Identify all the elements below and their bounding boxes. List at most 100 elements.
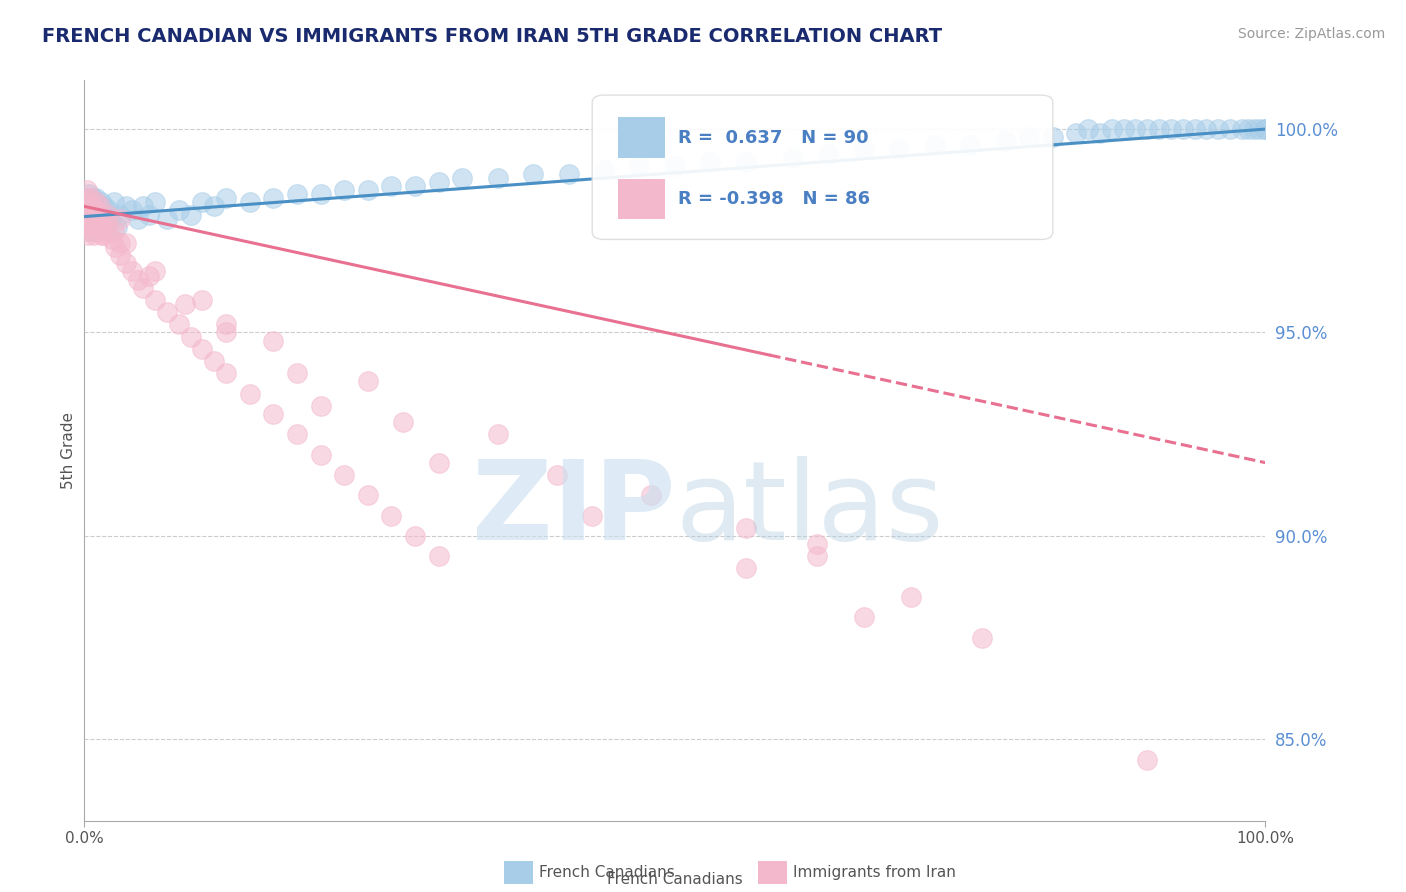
Point — [97, 207, 120, 221]
Point — [427, 456, 450, 470]
Point — [80, 224, 103, 238]
Point — [285, 366, 308, 380]
Point — [357, 183, 380, 197]
Point — [84, 203, 107, 218]
Point — [132, 199, 155, 213]
Point — [97, 224, 120, 238]
Point — [1101, 122, 1123, 136]
Point — [127, 272, 149, 286]
Text: Source: ZipAtlas.com: Source: ZipAtlas.com — [1237, 27, 1385, 41]
Bar — [758, 862, 787, 884]
Point — [1230, 122, 1253, 136]
Text: R = -0.398   N = 86: R = -0.398 N = 86 — [679, 190, 870, 208]
Point — [852, 610, 875, 624]
Point — [114, 235, 136, 250]
Point — [77, 187, 100, 202]
Point — [75, 211, 97, 226]
Point — [167, 318, 190, 332]
Point — [1125, 122, 1147, 136]
Point — [94, 216, 117, 230]
Point — [82, 219, 104, 234]
Bar — [619, 178, 665, 219]
Point — [91, 219, 114, 234]
Point — [1136, 753, 1159, 767]
Point — [91, 219, 114, 234]
Point — [114, 199, 136, 213]
Point — [80, 203, 103, 218]
Point — [143, 264, 166, 278]
Point — [79, 216, 101, 230]
Point — [80, 224, 103, 238]
Point — [1077, 122, 1099, 136]
Point — [75, 207, 97, 221]
Point — [98, 211, 121, 226]
Point — [121, 203, 143, 218]
Point — [191, 342, 214, 356]
Point — [357, 488, 380, 502]
Point — [734, 154, 756, 169]
Text: atlas: atlas — [675, 456, 943, 563]
Point — [889, 143, 911, 157]
Point — [392, 415, 415, 429]
Point — [970, 631, 993, 645]
Text: French Canadians: French Canadians — [538, 865, 675, 880]
Point — [79, 211, 101, 226]
Point — [82, 211, 104, 226]
Point — [83, 219, 105, 234]
Point — [959, 138, 981, 153]
Point — [90, 195, 112, 210]
Point — [215, 326, 238, 340]
Point — [215, 366, 238, 380]
Point — [82, 191, 104, 205]
Point — [806, 549, 828, 564]
Point — [108, 248, 131, 262]
Point — [77, 195, 100, 210]
Point — [333, 467, 356, 482]
Point — [1160, 122, 1182, 136]
Point — [664, 159, 686, 173]
Point — [83, 219, 105, 234]
Point — [1236, 122, 1258, 136]
Point — [82, 203, 104, 218]
Point — [180, 207, 202, 221]
Text: R =  0.637   N = 90: R = 0.637 N = 90 — [679, 129, 869, 147]
Point — [1018, 130, 1040, 145]
Point — [285, 427, 308, 442]
Text: French Canadians: French Canadians — [607, 872, 742, 888]
Point — [77, 199, 100, 213]
Point — [173, 297, 195, 311]
Point — [127, 211, 149, 226]
Point — [202, 354, 225, 368]
Text: FRENCH CANADIAN VS IMMIGRANTS FROM IRAN 5TH GRADE CORRELATION CHART: FRENCH CANADIAN VS IMMIGRANTS FROM IRAN … — [42, 27, 942, 45]
Point — [79, 195, 101, 210]
Point — [97, 203, 120, 218]
Point — [734, 521, 756, 535]
Point — [104, 240, 127, 254]
Point — [1219, 122, 1241, 136]
Point — [782, 151, 804, 165]
Point — [108, 207, 131, 221]
Point — [91, 227, 114, 242]
Point — [1254, 122, 1277, 136]
Point — [1112, 122, 1135, 136]
Point — [76, 219, 98, 234]
Point — [924, 138, 946, 153]
Point — [77, 199, 100, 213]
Point — [76, 191, 98, 205]
Point — [76, 183, 98, 197]
Point — [84, 207, 107, 221]
Point — [557, 167, 579, 181]
Point — [486, 170, 509, 185]
Point — [1243, 122, 1265, 136]
Point — [77, 219, 100, 234]
Point — [138, 268, 160, 283]
Point — [380, 179, 402, 194]
Point — [1136, 122, 1159, 136]
Point — [427, 175, 450, 189]
Point — [80, 191, 103, 205]
Point — [84, 216, 107, 230]
Point — [309, 399, 332, 413]
Point — [734, 561, 756, 575]
Point — [1195, 122, 1218, 136]
Point — [1088, 126, 1111, 140]
